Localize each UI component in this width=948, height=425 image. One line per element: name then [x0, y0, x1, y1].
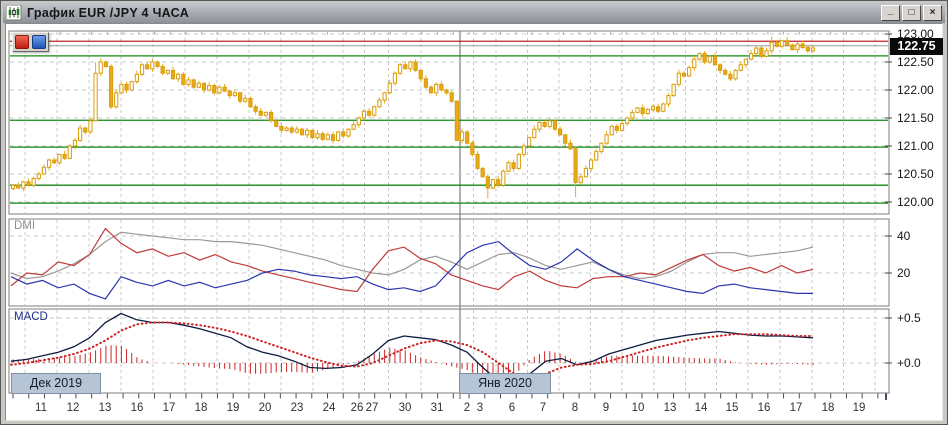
current-price-tag: 122.75: [890, 38, 943, 55]
chart-toolbar: [12, 32, 49, 52]
title-bar[interactable]: График EUR /JPY 4 ЧАСА _ □ ×: [3, 3, 945, 23]
sell-button[interactable]: [15, 35, 29, 49]
month-badge-december: Дек 2019: [11, 373, 101, 394]
minus-di-line: [10, 240, 813, 300]
dmi-panel-label: DMI: [14, 220, 36, 232]
minimize-button[interactable]: _: [881, 5, 900, 21]
candlestick-chart-icon: [5, 4, 22, 21]
macd-line: [10, 312, 814, 387]
close-button[interactable]: ×: [923, 5, 942, 21]
maximize-button[interactable]: □: [902, 5, 921, 21]
price-panel[interactable]: [8, 30, 890, 215]
window-controls: _ □ ×: [881, 5, 942, 21]
macd-panel-label: MACD: [14, 311, 48, 323]
buy-button[interactable]: [32, 35, 46, 49]
adx-line: [10, 231, 814, 280]
month-badge-january: Янв 2020: [459, 373, 551, 394]
plus-di-line: [10, 227, 814, 293]
macd-signal-line: [10, 321, 814, 380]
window-title: График EUR /JPY 4 ЧАСА: [27, 6, 190, 20]
dmi-panel[interactable]: [8, 218, 890, 307]
macd-panel[interactable]: [8, 308, 890, 394]
